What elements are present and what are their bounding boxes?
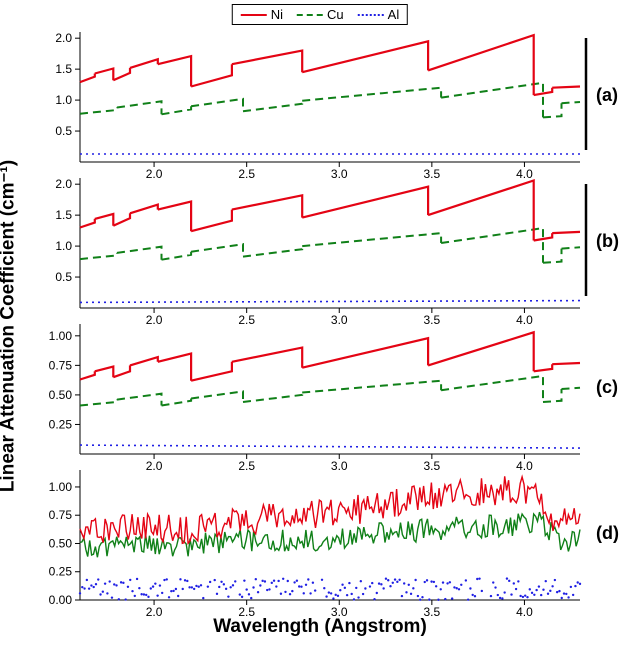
legend-line-al	[358, 14, 384, 16]
legend-label-al: Al	[388, 7, 400, 22]
svg-text:0.50: 0.50	[49, 388, 73, 402]
panel-label-c: (c)	[596, 377, 618, 398]
svg-text:0.5: 0.5	[55, 270, 72, 284]
legend-item-ni: Ni	[241, 7, 283, 22]
svg-text:0.00: 0.00	[49, 593, 73, 607]
svg-text:1.0: 1.0	[55, 239, 72, 253]
svg-text:0.25: 0.25	[49, 565, 73, 579]
figure: Ni Cu Al Linear Attenuation Coefficient …	[0, 0, 640, 652]
legend-item-al: Al	[358, 7, 400, 22]
svg-text:4.0: 4.0	[516, 605, 533, 619]
legend-line-ni	[241, 14, 267, 16]
y-axis-label: Linear Attenuation Coefficient (cm⁻¹)	[0, 160, 20, 492]
svg-text:1.00: 1.00	[49, 329, 73, 343]
panel-label-b: (b)	[596, 231, 619, 252]
legend: Ni Cu Al	[232, 4, 408, 25]
svg-text:0.50: 0.50	[49, 536, 73, 550]
svg-text:1.00: 1.00	[49, 480, 73, 494]
svg-text:2.0: 2.0	[55, 177, 72, 191]
legend-line-cu	[297, 14, 323, 16]
svg-text:2.5: 2.5	[238, 605, 255, 619]
legend-item-cu: Cu	[297, 7, 344, 22]
svg-text:0.5: 0.5	[55, 124, 72, 138]
x-axis-label: Wavelength (Angstrom)	[0, 616, 640, 638]
svg-text:2.0: 2.0	[55, 31, 72, 45]
svg-text:0.75: 0.75	[49, 358, 73, 372]
panel-b: 2.02.53.03.54.00.51.01.52.0	[80, 178, 580, 308]
legend-label-cu: Cu	[327, 7, 344, 22]
svg-text:1.0: 1.0	[55, 93, 72, 107]
svg-text:2.0: 2.0	[146, 605, 163, 619]
svg-text:0.75: 0.75	[49, 508, 73, 522]
panel-a: 2.02.53.03.54.00.51.01.52.0	[80, 32, 580, 162]
svg-text:3.0: 3.0	[331, 605, 348, 619]
panel-c: 2.02.53.03.54.00.250.500.751.00	[80, 324, 580, 454]
panel-label-d: (d)	[596, 523, 619, 544]
legend-label-ni: Ni	[271, 7, 283, 22]
svg-text:1.5: 1.5	[55, 62, 72, 76]
svg-text:3.5: 3.5	[424, 605, 441, 619]
svg-text:1.5: 1.5	[55, 208, 72, 222]
panel-label-a: (a)	[596, 85, 618, 106]
svg-text:0.25: 0.25	[49, 417, 73, 431]
panel-d: 2.02.53.03.54.00.000.250.500.751.00	[80, 470, 580, 600]
